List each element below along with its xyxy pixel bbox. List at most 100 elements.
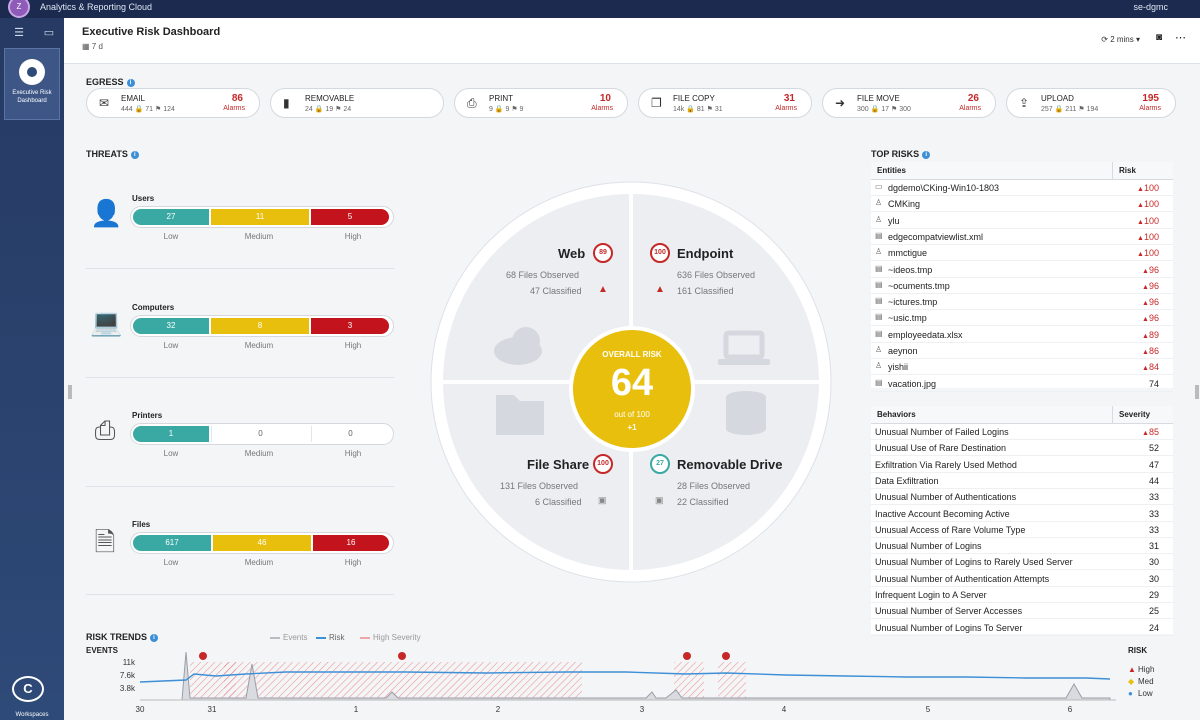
severity-header[interactable]: Severity [1119,410,1151,419]
egress-stats: 24 🔒 19 ⚑ 24 [305,106,352,113]
app-logo[interactable]: Z [8,0,30,18]
egress-card-print[interactable]: ⎙ PRINT 9 🔒 9 ⚑ 9 10 Alarms [454,88,628,118]
table-row[interactable]: ▤ employeedata.xlsx ▲89 [871,327,1173,343]
entities-header[interactable]: Entities [877,166,906,175]
threat-bar[interactable]: 32 8 3 [130,315,394,337]
threat-bar[interactable]: 617 46 16 [130,532,394,554]
threat-bar[interactable]: 1 0 0 [130,423,394,445]
user-name[interactable]: se-dgmc [1133,2,1168,12]
egress-card-email[interactable]: ✉ EMAIL 444 🔒 71 ⚑ 124 86 Alarms [86,88,260,118]
behaviors-header[interactable]: Behaviors [877,410,916,419]
table-row[interactable]: ▤ edgecompatviewlist.xml ▲100 [871,229,1173,245]
medium-label: Medium [244,232,274,241]
entity-name: ylu [888,215,900,226]
severity-number: 24 [1148,622,1159,633]
high-severity-band[interactable] [224,662,582,700]
medium-label: Medium [244,341,274,350]
column-divider [1112,162,1113,180]
egress-card-file-copy[interactable]: ❐ FILE COPY 14k 🔒 81 ⚑ 31 31 Alarms [638,88,812,118]
info-icon[interactable]: i [126,78,135,87]
threat-bar[interactable]: 27 11 5 [130,206,394,228]
severity-value: 33 [1149,525,1159,535]
table-row[interactable]: Unusual Access of Rare Volume Type 33 [871,522,1173,538]
table-row[interactable]: ▤ vacation.jpg 74 [871,376,1173,392]
table-row[interactable]: Unusual Number of Logins to Rarely Used … [871,554,1173,571]
high-severity-band[interactable] [718,662,746,700]
alarm-marker-icon[interactable] [722,652,730,660]
legend-risk[interactable]: Risk [316,633,345,642]
table-row[interactable]: Unusual Number of Authentication Attempt… [871,571,1173,587]
table-row[interactable]: Unusual Number of Authentications 33 [871,489,1173,506]
camera-icon[interactable]: ◙ [1155,32,1162,43]
time-range[interactable]: ▦ 7 d [82,42,103,51]
right-collapse-handle[interactable] [1195,385,1199,399]
table-row[interactable]: Exfiltration Via Rarely Used Method 47 [871,457,1173,473]
table-row[interactable]: Unusual Number of Logins 31 [871,538,1173,555]
egress-stats: 257 🔒 211 ⚑ 194 [1041,106,1099,113]
files-observed: 636 Files Observed [677,270,756,280]
egress-card-upload[interactable]: ⇪ UPLOAD 257 🔒 211 ⚑ 194 195 Alarms [1006,88,1176,118]
legend-events[interactable]: Events [270,633,307,642]
high-segment[interactable]: 16 [313,535,389,551]
info-icon[interactable]: i [150,633,159,642]
medium-segment[interactable]: 8 [211,318,309,334]
high-segment[interactable]: 5 [311,209,389,225]
risk-header[interactable]: Risk [1119,166,1136,175]
warning-icon: ▲ [1137,186,1144,193]
high-segment[interactable]: 3 [311,318,389,334]
table-row[interactable]: ♙ mmctigue ▲100 [871,245,1173,262]
risk-trends-chart: EVENTS 11k 7.6k 3.8k 30 31 1 2 3 4 5 6 R… [86,646,1154,714]
warning-icon: ▲ [655,284,665,295]
sidebar-item-executive-risk-dashboard[interactable]: Executive Risk Dashboard [4,48,60,120]
x-tick: 30 [136,705,145,714]
left-collapse-handle[interactable] [68,385,72,399]
medium-segment[interactable]: 0 [211,426,309,442]
low-segment[interactable]: 32 [133,318,209,334]
table-row[interactable]: ▤ ~usic.tmp ▲96 [871,310,1173,327]
table-row[interactable]: ▤ ~ocuments.tmp ▲96 [871,278,1173,294]
x-tick: 4 [782,705,787,714]
low-segment[interactable]: 27 [133,209,209,225]
egress-alarm-count: 10 [599,93,611,104]
refresh-interval[interactable]: ⟳ 2 mins ▾ [1101,35,1140,44]
table-row[interactable]: ▭ dgdemo\CKing-Win10-1803 ▲100 [871,180,1173,196]
low-segment[interactable]: 617 [133,535,211,551]
alarm-marker-icon[interactable] [683,652,691,660]
overall-risk-gauge[interactable]: OVERALL RISK 64 out of 100 +1 [569,326,695,452]
legend-high-severity[interactable]: High Severity [360,633,421,642]
table-row[interactable]: ▤ ~ideos.tmp ▲96 [871,262,1173,278]
table-row[interactable]: Unusual Number of Logins To Server 24 [871,620,1173,636]
risk-axis-label: RISK [1128,646,1147,655]
info-icon[interactable]: i [130,150,139,159]
table-row[interactable]: Inactive Account Becoming Active 33 [871,506,1173,522]
entity-name: ~ideos.tmp [888,264,933,275]
table-row[interactable]: ▤ ~ictures.tmp ▲96 [871,294,1173,311]
table-row[interactable]: Unusual Number of Failed Logins ▲85 [871,424,1173,440]
table-row[interactable]: ♙ CMKing ▲100 [871,196,1173,213]
files-observed: 68 Files Observed [506,270,580,280]
table-row[interactable]: ♙ yishii ▲84 [871,359,1173,376]
low-segment[interactable]: 1 [133,426,209,442]
severity-number: 30 [1148,557,1159,568]
alarm-marker-icon[interactable] [199,652,207,660]
table-row[interactable]: ♙ aeynon ▲86 [871,343,1173,359]
filters-icon[interactable]: ☰ [14,27,24,39]
workspaces-link[interactable]: Workspaces [15,712,49,718]
alarm-marker-icon[interactable] [398,652,406,660]
file-copy-icon: ❐ [651,96,662,110]
medium-segment[interactable]: 46 [213,535,311,551]
table-row[interactable]: Data Exfiltration 44 [871,473,1173,489]
info-icon[interactable]: i [922,150,931,159]
table-row[interactable]: Infrequent Login to A Server 29 [871,587,1173,603]
egress-card-file-move[interactable]: ➜ FILE MOVE 300 🔒 17 ⚑ 300 26 Alarms [822,88,996,118]
warning-icon: ▲ [1142,267,1149,275]
medium-segment[interactable]: 11 [211,209,309,225]
locked-file-icon: ▣ [598,495,607,505]
table-row[interactable]: ♙ ylu ▲100 [871,213,1173,229]
chart-icon[interactable]: ▭ [43,27,55,39]
table-row[interactable]: Unusual Number of Server Accesses 25 [871,603,1173,620]
egress-card-removable[interactable]: ▮ REMOVABLE 24 🔒 19 ⚑ 24 [270,88,444,118]
more-options-icon[interactable]: ⋯ [1175,32,1186,44]
table-row[interactable]: Unusual Use of Rare Destination 52 [871,440,1173,457]
high-segment[interactable]: 0 [311,426,389,442]
